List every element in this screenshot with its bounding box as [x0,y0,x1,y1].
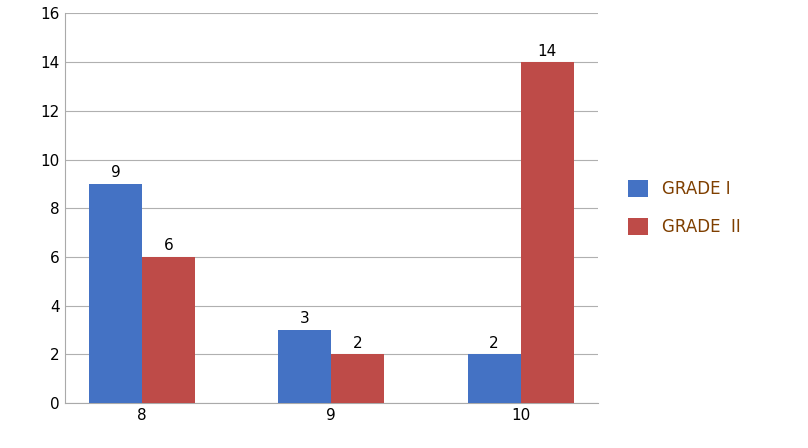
Bar [89,184,142,403]
Bar [278,330,331,403]
Bar [520,62,574,403]
Text: 2: 2 [353,336,363,351]
Text: 9: 9 [111,165,120,180]
Text: 3: 3 [300,311,309,327]
Legend: GRADE I, GRADE  II: GRADE I, GRADE II [612,164,757,253]
Bar [468,354,520,403]
Bar [331,354,385,403]
Text: 6: 6 [163,238,173,254]
Text: 2: 2 [490,336,499,351]
Text: 14: 14 [537,43,557,59]
Bar [142,257,195,403]
